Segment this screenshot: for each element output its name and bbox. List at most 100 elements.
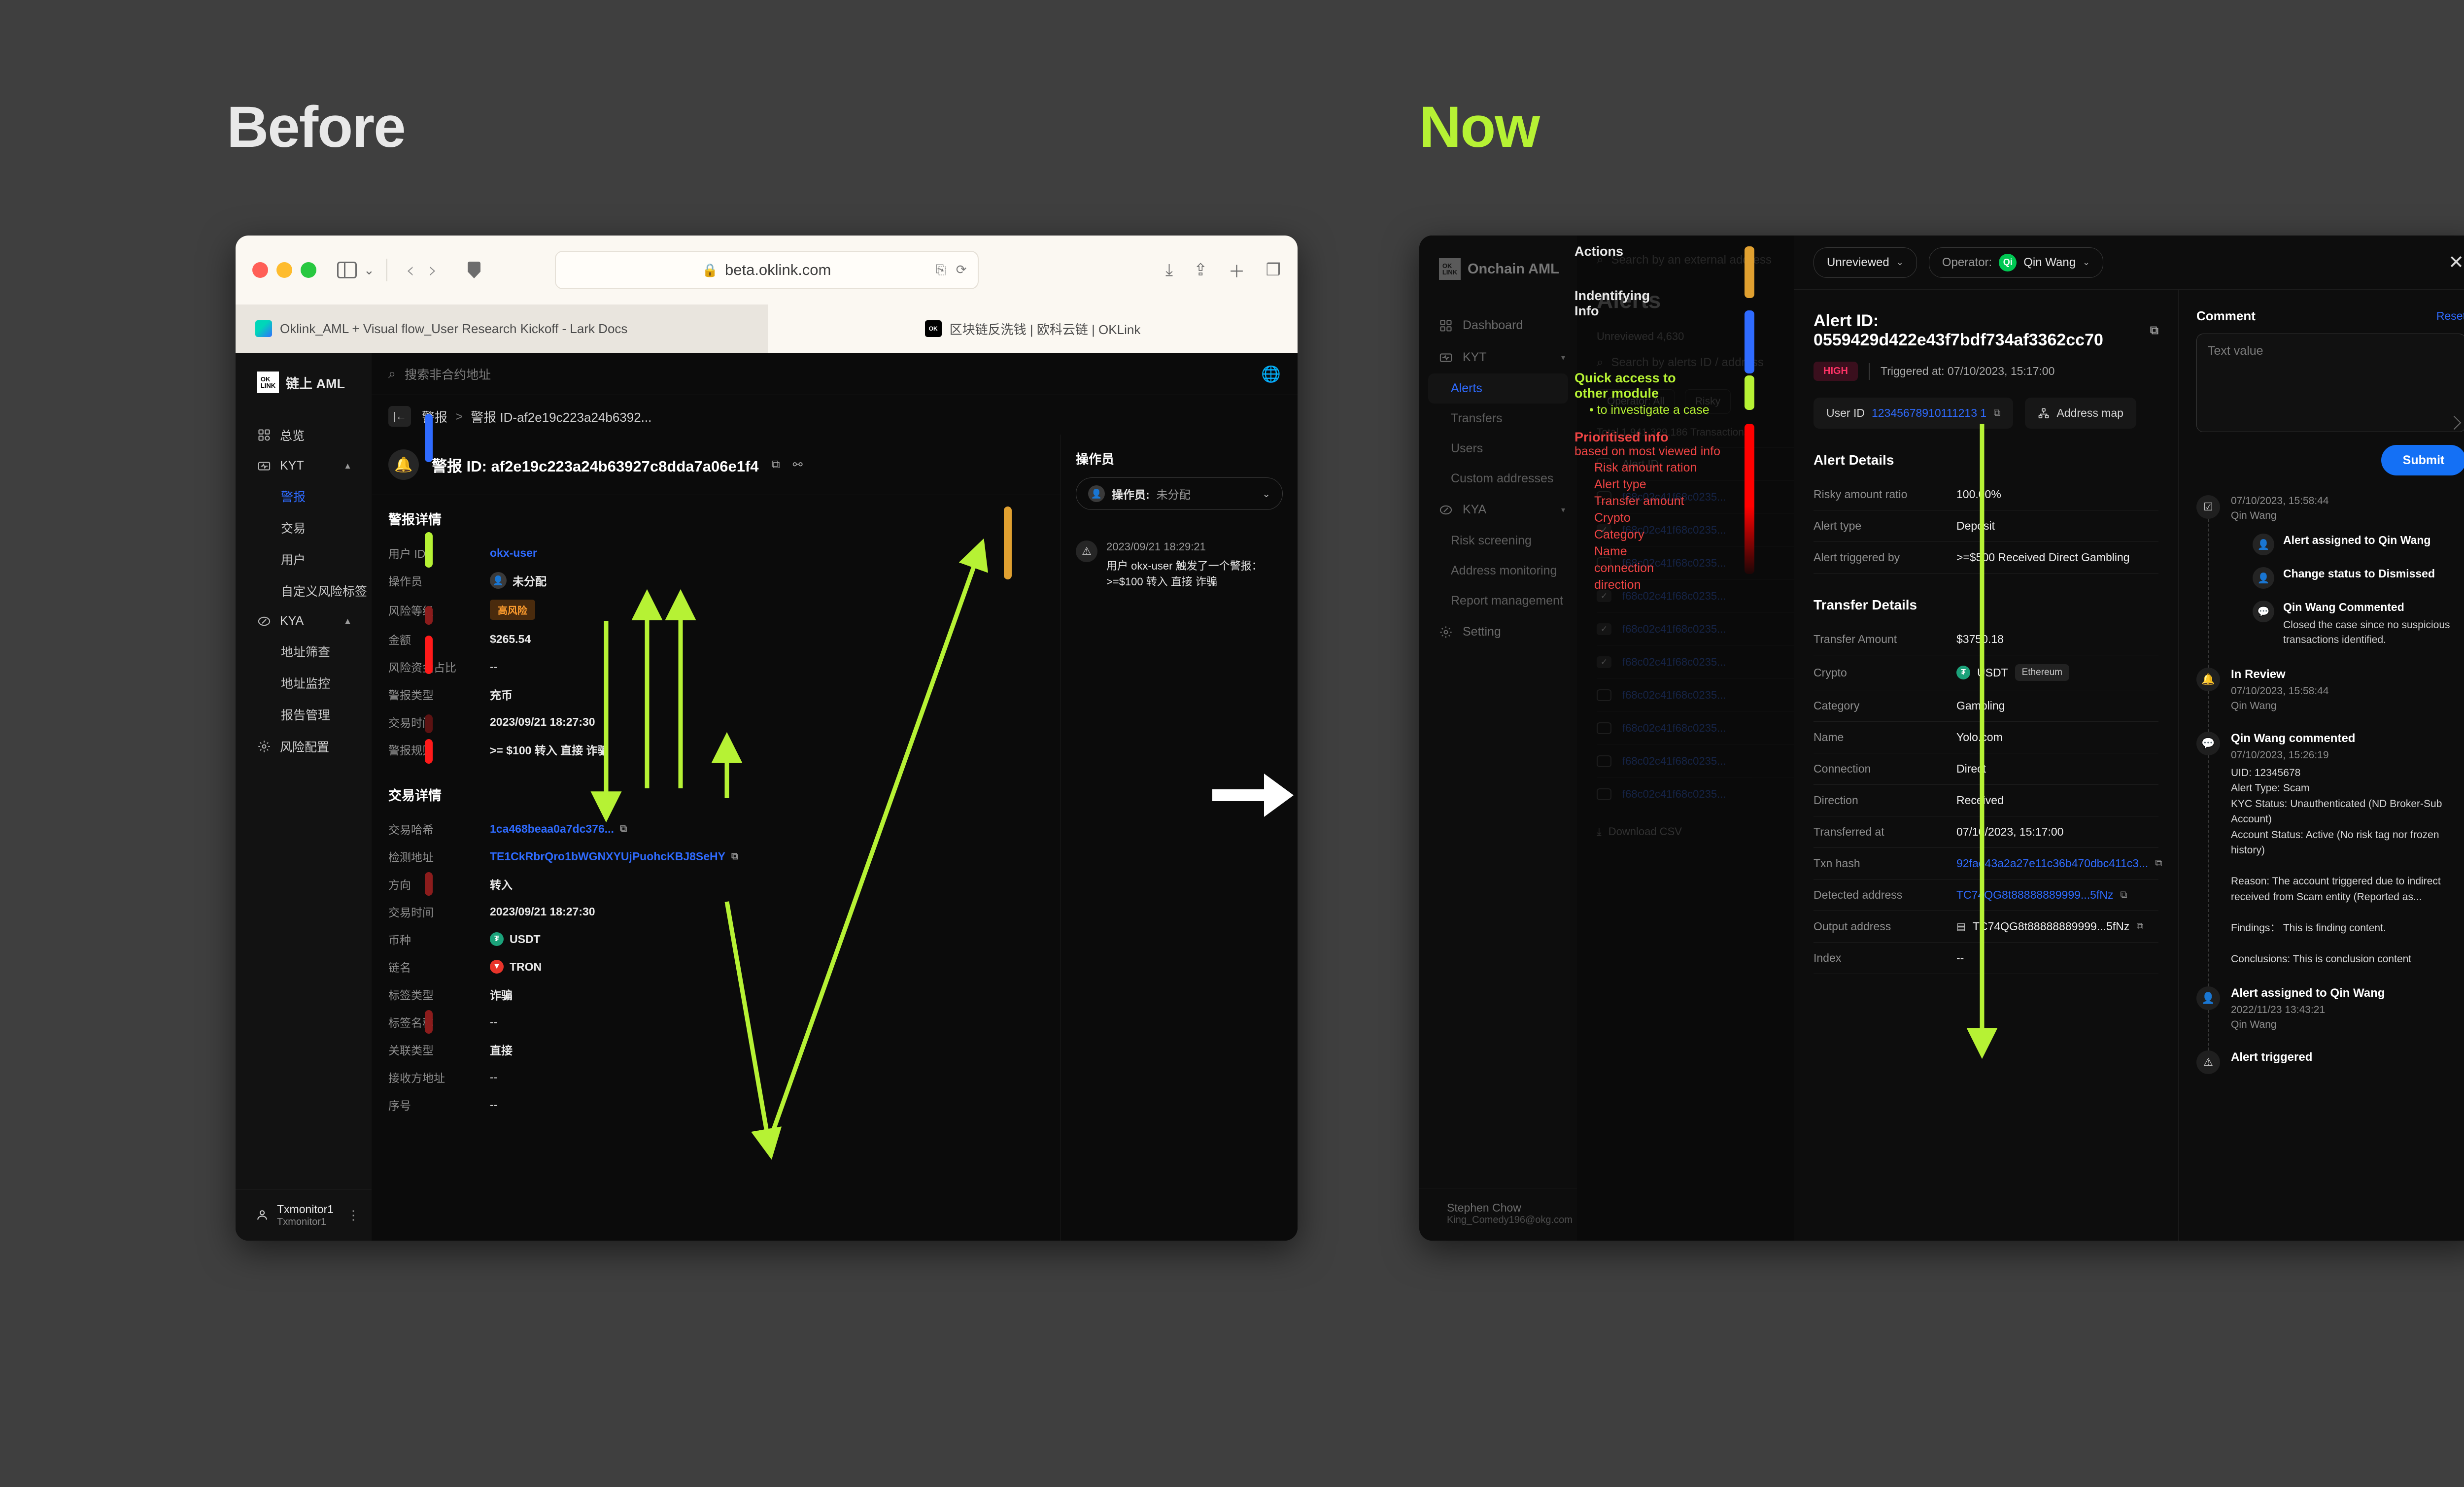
sidebar-item-overview[interactable]: 总览 bbox=[236, 419, 372, 451]
row-checkbox[interactable] bbox=[1597, 788, 1611, 800]
sidebar-item-alerts[interactable]: Alerts bbox=[1428, 373, 1568, 404]
row-checkbox[interactable] bbox=[1597, 689, 1611, 701]
minimize-window-button[interactable] bbox=[276, 262, 292, 278]
global-search-input[interactable]: 搜索非合约地址 bbox=[405, 368, 491, 382]
user-id-value[interactable]: 12345678910111213 1 bbox=[1871, 406, 1987, 419]
reset-button[interactable]: Reset bbox=[2436, 309, 2464, 322]
status-dropdown[interactable]: Unreviewed ⌄ bbox=[1814, 247, 1917, 278]
copy-icon[interactable]: ⧉ bbox=[2136, 921, 2144, 932]
table-row[interactable]: f68c02c41f68c0235... bbox=[1597, 777, 2464, 811]
language-globe-icon[interactable]: 🌐 bbox=[1261, 365, 1281, 383]
chevron-down-icon[interactable]: ⌄ bbox=[364, 262, 375, 277]
sidebar-item-custom-risk-tags[interactable]: 自定义风险标签 bbox=[281, 585, 368, 599]
sidebar-item-risk-screening[interactable]: Risk screening bbox=[1451, 534, 1532, 547]
row-alert-id[interactable]: f68c02c41f68c0235... bbox=[1622, 722, 1726, 734]
detail-value-user-id[interactable]: okx-user bbox=[490, 546, 537, 559]
detail-value-txn-hash[interactable]: 92fae43a2a27e11c36b470dbc411c3... ⧉ bbox=[1956, 857, 2162, 870]
sidebar-item-dashboard[interactable]: Dashboard bbox=[1419, 309, 1577, 341]
detail-value-tx-hash[interactable]: 1ca468beaa0a7dc376... ⧉ bbox=[490, 822, 627, 836]
submit-button[interactable]: Submit bbox=[2381, 445, 2464, 475]
row-checkbox[interactable] bbox=[1597, 491, 1611, 503]
detail-value-output-address[interactable]: ▤ TC74QG8t88888889999...5fNz ⧉ bbox=[1956, 920, 2144, 933]
comment-textarea[interactable]: Text value bbox=[2196, 334, 2464, 432]
copy-icon[interactable]: ⧉ bbox=[619, 823, 627, 834]
copy-icon[interactable]: ⧉ bbox=[731, 850, 739, 862]
browser-tab-inactive[interactable]: OK 区块链反洗钱 | 欧科云链 | OKLink bbox=[768, 304, 1298, 353]
sidebar-item-address-screening[interactable]: 地址筛查 bbox=[281, 645, 331, 659]
kebab-menu-icon[interactable]: ⋮ bbox=[347, 1207, 361, 1222]
user-id-chip[interactable]: User ID 12345678910111213 1 ⧉ bbox=[1814, 398, 2014, 429]
detail-value-detected-address[interactable]: TE1CkRbrQro1bWGNXYUjPuohcKBJ8SeHY ⧉ bbox=[490, 850, 738, 863]
list-filters[interactable]: Operator: All Risky bbox=[1597, 389, 2464, 414]
address-map-icon[interactable]: ⚯ bbox=[792, 458, 803, 472]
copy-icon[interactable]: ⧉ bbox=[1993, 407, 2001, 418]
sidebar-item-users[interactable]: Users bbox=[1451, 441, 1483, 455]
sidebar-item-transfers[interactable]: Transfers bbox=[1451, 411, 1503, 425]
address-bar[interactable]: 🔒 beta.oklink.com ⎘ ⟳ bbox=[554, 251, 979, 289]
row-checkbox[interactable] bbox=[1597, 722, 1611, 734]
copy-icon[interactable]: ⧉ bbox=[2150, 324, 2158, 337]
row-checkbox[interactable]: ✓ bbox=[1597, 524, 1611, 536]
download-csv-button[interactable]: ⤓ Download CSV bbox=[1597, 825, 2464, 838]
row-alert-id[interactable]: f68c02c41f68c0235... bbox=[1622, 623, 1726, 635]
browser-tab-active[interactable]: Oklink_AML + Visual flow_User Research K… bbox=[236, 304, 768, 353]
chevron-down-icon[interactable]: ⌄ bbox=[1262, 488, 1270, 500]
sidebar-item-report-management[interactable]: 报告管理 bbox=[281, 709, 331, 722]
sidebar-item-address-monitoring[interactable]: Address monitoring bbox=[1451, 564, 1557, 577]
sidebar-item-setting[interactable]: Setting bbox=[1419, 616, 1577, 648]
forward-button[interactable]: › bbox=[428, 257, 438, 283]
new-tab-icon[interactable]: ＋ bbox=[1228, 262, 1245, 281]
detail-value-detected-address[interactable]: TC74QG8t88888889999...5fNz ⧉ bbox=[1956, 888, 2127, 902]
browser-tab-strip[interactable]: Oklink_AML + Visual flow_User Research K… bbox=[236, 304, 1298, 353]
collapse-sidebar-button[interactable]: |← bbox=[388, 406, 411, 427]
reload-icon[interactable]: ⟳ bbox=[956, 262, 967, 277]
sidebar-item-custom-addresses[interactable]: Custom addresses bbox=[1451, 472, 1554, 485]
operator-select[interactable]: 👤 操作员: 未分配 ⌄ bbox=[1076, 477, 1283, 510]
shield-icon[interactable] bbox=[468, 262, 481, 278]
row-checkbox[interactable] bbox=[1597, 557, 1611, 569]
close-icon[interactable]: ✕ bbox=[2448, 252, 2464, 273]
sidebar-group-kyt[interactable]: KYT ▲ bbox=[236, 451, 372, 480]
sidebar-user-profile[interactable]: Stephen Chow King_Comedy196@okg.com ⋮ bbox=[1419, 1188, 1593, 1241]
row-checkbox[interactable]: ✓ bbox=[1597, 656, 1611, 668]
row-alert-id[interactable]: f68c02c41f68c0235... bbox=[1622, 689, 1726, 701]
row-alert-id[interactable]: f68c02c41f68c0235... bbox=[1622, 656, 1726, 668]
list-search-input[interactable]: ⌕ Search by alerts ID / address bbox=[1597, 356, 2464, 370]
row-checkbox[interactable]: ✓ bbox=[1597, 623, 1611, 635]
share-icon[interactable]: ⇪ bbox=[1194, 261, 1208, 279]
toolbar-right-actions[interactable]: ⤓ ⇪ ＋ ❐ bbox=[1165, 258, 1281, 282]
row-alert-id[interactable]: f68c02c41f68c0235... bbox=[1622, 524, 1726, 536]
global-search-bar[interactable]: ⌕ 搜索非合约地址 🌐 bbox=[372, 353, 1298, 395]
select-all-checkbox[interactable] bbox=[1597, 458, 1611, 470]
copy-icon[interactable]: ⧉ bbox=[2155, 858, 2162, 869]
before-sidebar-menu[interactable]: 总览 KYT ▲ 警报 交易 用户 自定义风险标签 KYA ▲ bbox=[236, 413, 372, 1189]
row-checkbox[interactable]: ✓ bbox=[1597, 590, 1611, 602]
sidebar-item-risk-config[interactable]: 风险配置 bbox=[236, 730, 372, 763]
sidebar-item-users[interactable]: 用户 bbox=[281, 553, 306, 567]
sidebar-item-alerts[interactable]: 警报 bbox=[281, 490, 306, 504]
downloads-icon[interactable]: ⤓ bbox=[1165, 260, 1173, 279]
tab-overview-icon[interactable]: ❐ bbox=[1266, 261, 1281, 279]
sidebar-item-address-monitoring[interactable]: 地址监控 bbox=[281, 677, 331, 691]
copy-icon[interactable]: ⧉ bbox=[2120, 889, 2127, 900]
sidebar-user-profile[interactable]: Txmonitor1 Txmonitor1 ⋮ bbox=[236, 1189, 372, 1241]
row-alert-id[interactable]: f68c02c41f68c0235... bbox=[1622, 557, 1726, 569]
sidebar-group-kya[interactable]: KYA ▲ bbox=[236, 607, 372, 636]
filter-operator[interactable]: Operator: All bbox=[1597, 389, 1675, 414]
back-button[interactable]: ‹ bbox=[406, 257, 415, 283]
copy-icon[interactable]: ⧉ bbox=[771, 458, 780, 471]
sidebar-group-kyt[interactable]: KYT ▾ bbox=[1419, 341, 1577, 373]
close-window-button[interactable] bbox=[252, 262, 268, 278]
now-sidebar-menu[interactable]: Dashboard KYT ▾ Alerts Transfers Users C… bbox=[1419, 309, 1577, 648]
maximize-window-button[interactable] bbox=[301, 262, 316, 278]
sidebar-toggle-icon[interactable] bbox=[337, 262, 357, 278]
sidebar-item-report-management[interactable]: Report management bbox=[1451, 594, 1563, 608]
translate-icon[interactable]: ⎘ bbox=[935, 262, 946, 277]
row-alert-id[interactable]: f68c02c41f68c0235... bbox=[1622, 788, 1726, 800]
addressbar-icons[interactable]: ⎘ ⟳ bbox=[936, 262, 967, 278]
row-checkbox[interactable] bbox=[1597, 755, 1611, 767]
sidebar-group-kya[interactable]: KYA ▾ bbox=[1419, 494, 1577, 526]
row-alert-id[interactable]: f68c02c41f68c0235... bbox=[1622, 491, 1726, 503]
filter-risky[interactable]: Risky bbox=[1684, 389, 1731, 414]
sidebar-item-transactions[interactable]: 交易 bbox=[281, 522, 306, 536]
